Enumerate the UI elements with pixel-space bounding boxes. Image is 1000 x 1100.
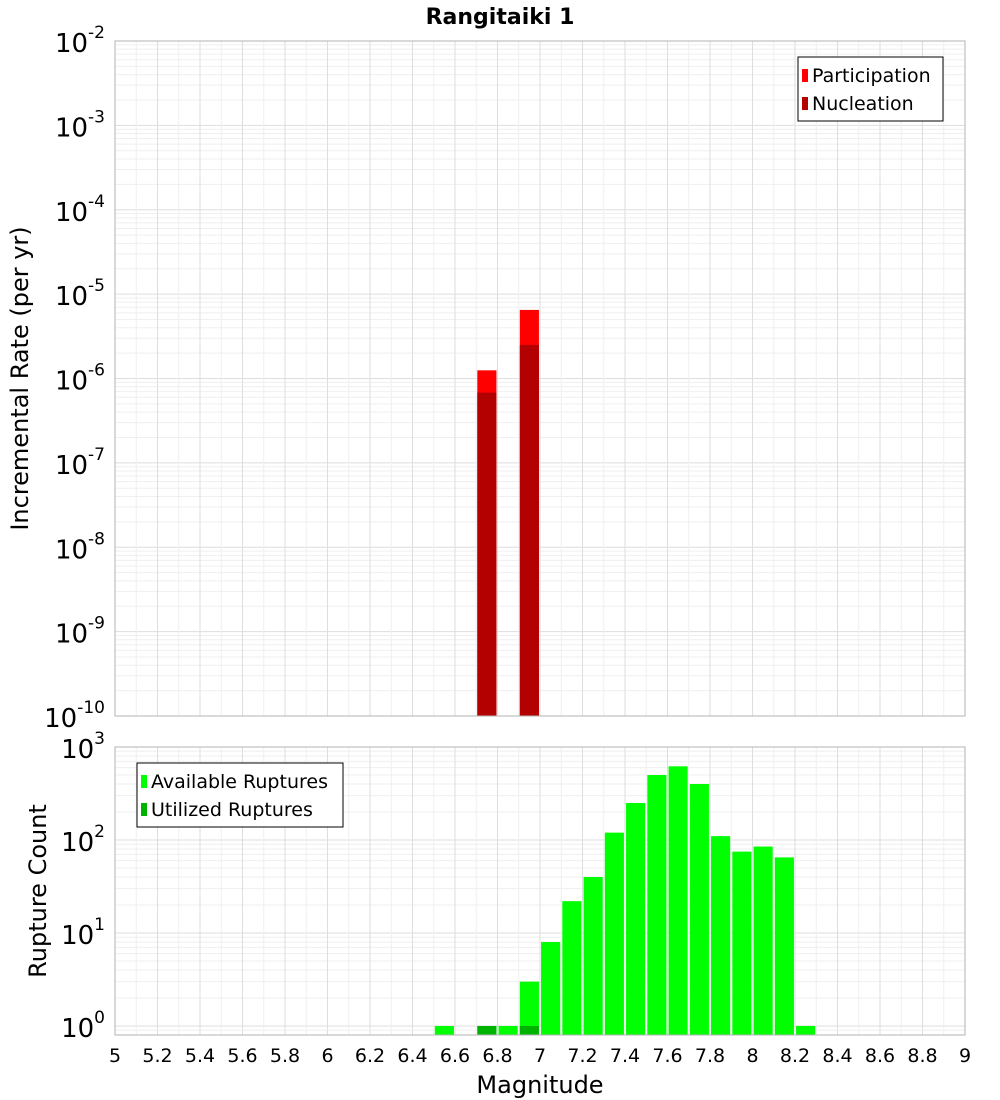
y-tick-exponent: 2 bbox=[94, 822, 105, 842]
x-tick-label: 6.6 bbox=[440, 1045, 470, 1067]
y-axis-label: Rupture Count bbox=[24, 804, 52, 978]
x-tick-label: 7.2 bbox=[567, 1045, 597, 1067]
x-tick-label: 8.6 bbox=[865, 1045, 895, 1067]
y-tick-base: 10 bbox=[55, 535, 88, 565]
y-tick-label: 102 bbox=[61, 822, 105, 858]
x-tick-label: 5.8 bbox=[270, 1045, 300, 1067]
legend-label: Participation bbox=[812, 65, 931, 87]
y-tick-exponent: 1 bbox=[94, 915, 105, 935]
y-tick-label: 100 bbox=[61, 1008, 105, 1044]
y-tick-exponent: 3 bbox=[94, 729, 105, 749]
x-tick-label: 5.2 bbox=[142, 1045, 172, 1067]
y-tick-label: 10-6 bbox=[55, 361, 105, 397]
legend-box bbox=[136, 762, 344, 828]
x-tick-label: 7.4 bbox=[610, 1045, 640, 1067]
chart-title: Rangitaiki 1 bbox=[426, 5, 575, 30]
y-tick-base: 10 bbox=[55, 282, 88, 312]
bar-available-ruptures bbox=[562, 901, 582, 1035]
legend-box bbox=[797, 56, 944, 122]
bar-available-ruptures bbox=[626, 802, 646, 1035]
y-tick-label: 10-10 bbox=[44, 698, 105, 734]
bar-available-ruptures bbox=[753, 846, 773, 1035]
y-tick-label: 101 bbox=[61, 915, 105, 951]
y-tick-base: 10 bbox=[61, 1014, 94, 1044]
x-tick-label: 5.6 bbox=[227, 1045, 257, 1067]
y-tick-base: 10 bbox=[61, 828, 94, 858]
y-tick-exponent: -2 bbox=[88, 23, 105, 43]
x-tick-label: 7 bbox=[534, 1045, 546, 1067]
bar-available-ruptures bbox=[711, 836, 731, 1035]
legend-swatch bbox=[141, 803, 147, 816]
x-tick-label: 6.2 bbox=[355, 1045, 385, 1067]
y-tick-exponent: -6 bbox=[88, 361, 105, 381]
y-tick-label: 10-9 bbox=[55, 614, 105, 650]
y-tick-exponent: -10 bbox=[77, 698, 105, 718]
y-tick-exponent: -3 bbox=[88, 107, 105, 127]
legend-swatch bbox=[802, 97, 808, 110]
bar-available-ruptures bbox=[689, 784, 709, 1035]
y-tick-base: 10 bbox=[55, 198, 88, 228]
x-tick-label: 9 bbox=[959, 1045, 971, 1067]
x-tick-label: 7.6 bbox=[652, 1045, 682, 1067]
x-tick-label: 8.4 bbox=[822, 1045, 852, 1067]
y-tick-exponent: -5 bbox=[88, 276, 105, 296]
participation-panel: 10-1010-910-810-710-610-510-410-310-2Inc… bbox=[6, 23, 966, 734]
y-tick-label: 10-7 bbox=[55, 445, 105, 481]
y-tick-base: 10 bbox=[55, 113, 88, 143]
y-tick-base: 10 bbox=[55, 620, 88, 650]
x-tick-label: 8.2 bbox=[780, 1045, 810, 1067]
x-tick-label: 7.8 bbox=[695, 1045, 725, 1067]
bar-utilized-ruptures bbox=[519, 1025, 539, 1035]
y-tick-exponent: -8 bbox=[88, 529, 105, 549]
bar-available-ruptures bbox=[434, 1025, 454, 1035]
bar-available-ruptures bbox=[668, 766, 688, 1035]
y-tick-base: 10 bbox=[55, 29, 88, 59]
y-tick-label: 10-4 bbox=[55, 192, 105, 228]
bar-available-ruptures bbox=[604, 832, 624, 1035]
y-tick-label: 10-3 bbox=[55, 107, 105, 143]
legend-label: Nucleation bbox=[812, 93, 914, 115]
y-tick-exponent: 0 bbox=[94, 1008, 105, 1028]
y-tick-base: 10 bbox=[44, 704, 77, 734]
y-tick-base: 10 bbox=[61, 735, 94, 765]
plot-frame bbox=[114, 40, 966, 717]
x-tick-label: 6.4 bbox=[397, 1045, 427, 1067]
x-tick-label: 6.8 bbox=[482, 1045, 512, 1067]
y-tick-label: 10-5 bbox=[55, 276, 105, 312]
bar-available-ruptures bbox=[774, 857, 794, 1035]
y-tick-label: 10-8 bbox=[55, 529, 105, 565]
y-tick-exponent: -7 bbox=[88, 445, 105, 465]
bar-nucleation bbox=[519, 344, 539, 716]
legend-label: Utilized Ruptures bbox=[151, 799, 313, 821]
bar-utilized-ruptures bbox=[477, 1025, 497, 1035]
x-tick-label: 8.8 bbox=[907, 1045, 937, 1067]
y-tick-base: 10 bbox=[61, 921, 94, 951]
plot-frame bbox=[114, 746, 966, 1036]
y-tick-base: 10 bbox=[55, 367, 88, 397]
bar-available-ruptures bbox=[647, 774, 667, 1035]
y-tick-label: 10-2 bbox=[55, 23, 105, 59]
bar-available-ruptures bbox=[583, 877, 603, 1035]
bar-available-ruptures bbox=[498, 1025, 518, 1035]
legend-label: Available Ruptures bbox=[151, 771, 328, 793]
y-tick-exponent: -4 bbox=[88, 192, 105, 212]
y-tick-base: 10 bbox=[55, 451, 88, 481]
legend-swatch bbox=[802, 69, 808, 82]
x-tick-label: 5.4 bbox=[185, 1045, 215, 1067]
bar-available-ruptures bbox=[732, 851, 752, 1035]
bar-available-ruptures bbox=[541, 942, 561, 1035]
y-tick-exponent: -9 bbox=[88, 614, 105, 634]
x-tick-label: 6 bbox=[321, 1045, 333, 1067]
legend-swatch bbox=[141, 775, 147, 788]
y-axis-label: Incremental Rate (per yr) bbox=[6, 226, 34, 530]
x-tick-label: 8 bbox=[746, 1045, 758, 1067]
bar-available-ruptures bbox=[796, 1025, 816, 1035]
bar-available-ruptures bbox=[519, 981, 539, 1035]
x-tick-label: 5 bbox=[109, 1045, 121, 1067]
x-axis-label: Magnitude bbox=[476, 1071, 603, 1099]
bar-nucleation bbox=[477, 392, 497, 716]
y-tick-label: 103 bbox=[61, 729, 105, 765]
